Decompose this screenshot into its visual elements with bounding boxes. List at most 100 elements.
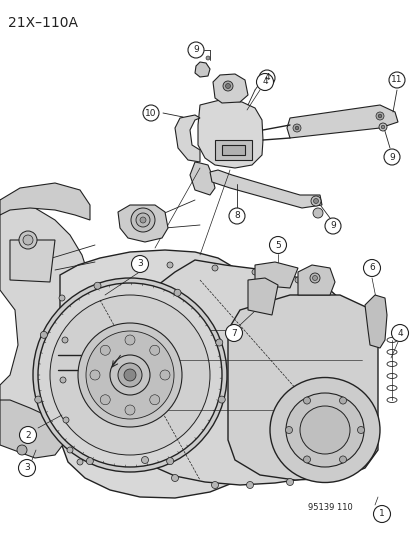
- Circle shape: [150, 345, 159, 356]
- Circle shape: [19, 459, 36, 477]
- Circle shape: [294, 277, 300, 283]
- Circle shape: [38, 283, 221, 467]
- Circle shape: [344, 455, 351, 462]
- Circle shape: [391, 325, 408, 342]
- Circle shape: [136, 213, 150, 227]
- Circle shape: [206, 56, 209, 60]
- Circle shape: [259, 70, 274, 86]
- Circle shape: [171, 474, 178, 481]
- Circle shape: [373, 505, 389, 522]
- Circle shape: [118, 363, 142, 387]
- Circle shape: [357, 426, 363, 433]
- Text: 6: 6: [368, 263, 374, 272]
- Circle shape: [188, 42, 204, 58]
- Circle shape: [294, 126, 298, 130]
- Circle shape: [388, 72, 404, 88]
- Circle shape: [339, 397, 346, 404]
- Polygon shape: [364, 295, 386, 348]
- Circle shape: [339, 456, 346, 463]
- Ellipse shape: [285, 393, 363, 467]
- Polygon shape: [190, 162, 214, 195]
- Circle shape: [292, 124, 300, 132]
- Circle shape: [142, 105, 159, 121]
- Circle shape: [90, 370, 100, 380]
- Circle shape: [131, 208, 154, 232]
- Circle shape: [313, 198, 318, 204]
- Circle shape: [286, 479, 293, 486]
- Circle shape: [150, 395, 159, 405]
- Circle shape: [125, 335, 135, 345]
- Circle shape: [225, 84, 230, 88]
- Ellipse shape: [299, 406, 349, 454]
- Text: 11: 11: [390, 76, 402, 85]
- Circle shape: [86, 458, 93, 465]
- Circle shape: [246, 481, 253, 489]
- Circle shape: [256, 74, 273, 91]
- Text: 10: 10: [145, 109, 157, 117]
- Circle shape: [380, 125, 384, 129]
- Circle shape: [86, 331, 173, 419]
- Circle shape: [17, 445, 27, 455]
- Circle shape: [309, 273, 319, 283]
- Polygon shape: [60, 250, 240, 498]
- Text: 95139 110: 95139 110: [307, 503, 352, 512]
- Circle shape: [218, 396, 225, 403]
- Circle shape: [23, 235, 33, 245]
- Polygon shape: [118, 205, 168, 242]
- Circle shape: [211, 481, 218, 489]
- Circle shape: [62, 337, 68, 343]
- Text: 9: 9: [388, 152, 394, 161]
- Text: 21X–110A: 21X–110A: [8, 16, 78, 30]
- Circle shape: [269, 237, 286, 254]
- Polygon shape: [209, 170, 321, 208]
- Circle shape: [78, 323, 182, 427]
- Circle shape: [321, 469, 328, 475]
- Circle shape: [223, 81, 233, 91]
- Circle shape: [33, 278, 226, 472]
- Text: 9: 9: [329, 222, 335, 230]
- Circle shape: [110, 355, 150, 395]
- Circle shape: [59, 295, 65, 301]
- Polygon shape: [175, 115, 199, 162]
- Polygon shape: [214, 140, 252, 160]
- Circle shape: [383, 149, 399, 165]
- Circle shape: [312, 208, 322, 218]
- Circle shape: [377, 114, 381, 118]
- Circle shape: [50, 295, 209, 455]
- Circle shape: [173, 289, 180, 296]
- Text: 8: 8: [234, 212, 239, 221]
- Text: 5: 5: [275, 240, 280, 249]
- Circle shape: [215, 339, 222, 346]
- Polygon shape: [195, 62, 209, 77]
- Polygon shape: [10, 240, 55, 282]
- Circle shape: [225, 325, 242, 342]
- Polygon shape: [286, 105, 397, 138]
- Circle shape: [324, 218, 340, 234]
- Polygon shape: [221, 145, 244, 155]
- Circle shape: [140, 217, 146, 223]
- Text: 2: 2: [25, 431, 31, 440]
- Ellipse shape: [269, 377, 379, 482]
- Circle shape: [375, 112, 383, 120]
- Polygon shape: [0, 200, 90, 448]
- Circle shape: [19, 426, 36, 443]
- Text: 4: 4: [263, 74, 269, 83]
- Circle shape: [310, 196, 320, 206]
- Circle shape: [285, 426, 292, 433]
- Polygon shape: [254, 262, 297, 288]
- Circle shape: [363, 260, 380, 277]
- Polygon shape: [247, 278, 277, 315]
- Text: 4: 4: [261, 77, 267, 86]
- Circle shape: [124, 369, 136, 381]
- Circle shape: [166, 262, 173, 268]
- Circle shape: [159, 370, 170, 380]
- Text: 4: 4: [396, 328, 402, 337]
- Text: 9: 9: [192, 45, 198, 54]
- Text: 3: 3: [137, 260, 142, 269]
- Circle shape: [166, 458, 173, 465]
- Polygon shape: [228, 295, 377, 480]
- Circle shape: [378, 123, 386, 131]
- Polygon shape: [0, 183, 90, 220]
- Circle shape: [252, 269, 257, 275]
- Text: 1: 1: [378, 510, 384, 519]
